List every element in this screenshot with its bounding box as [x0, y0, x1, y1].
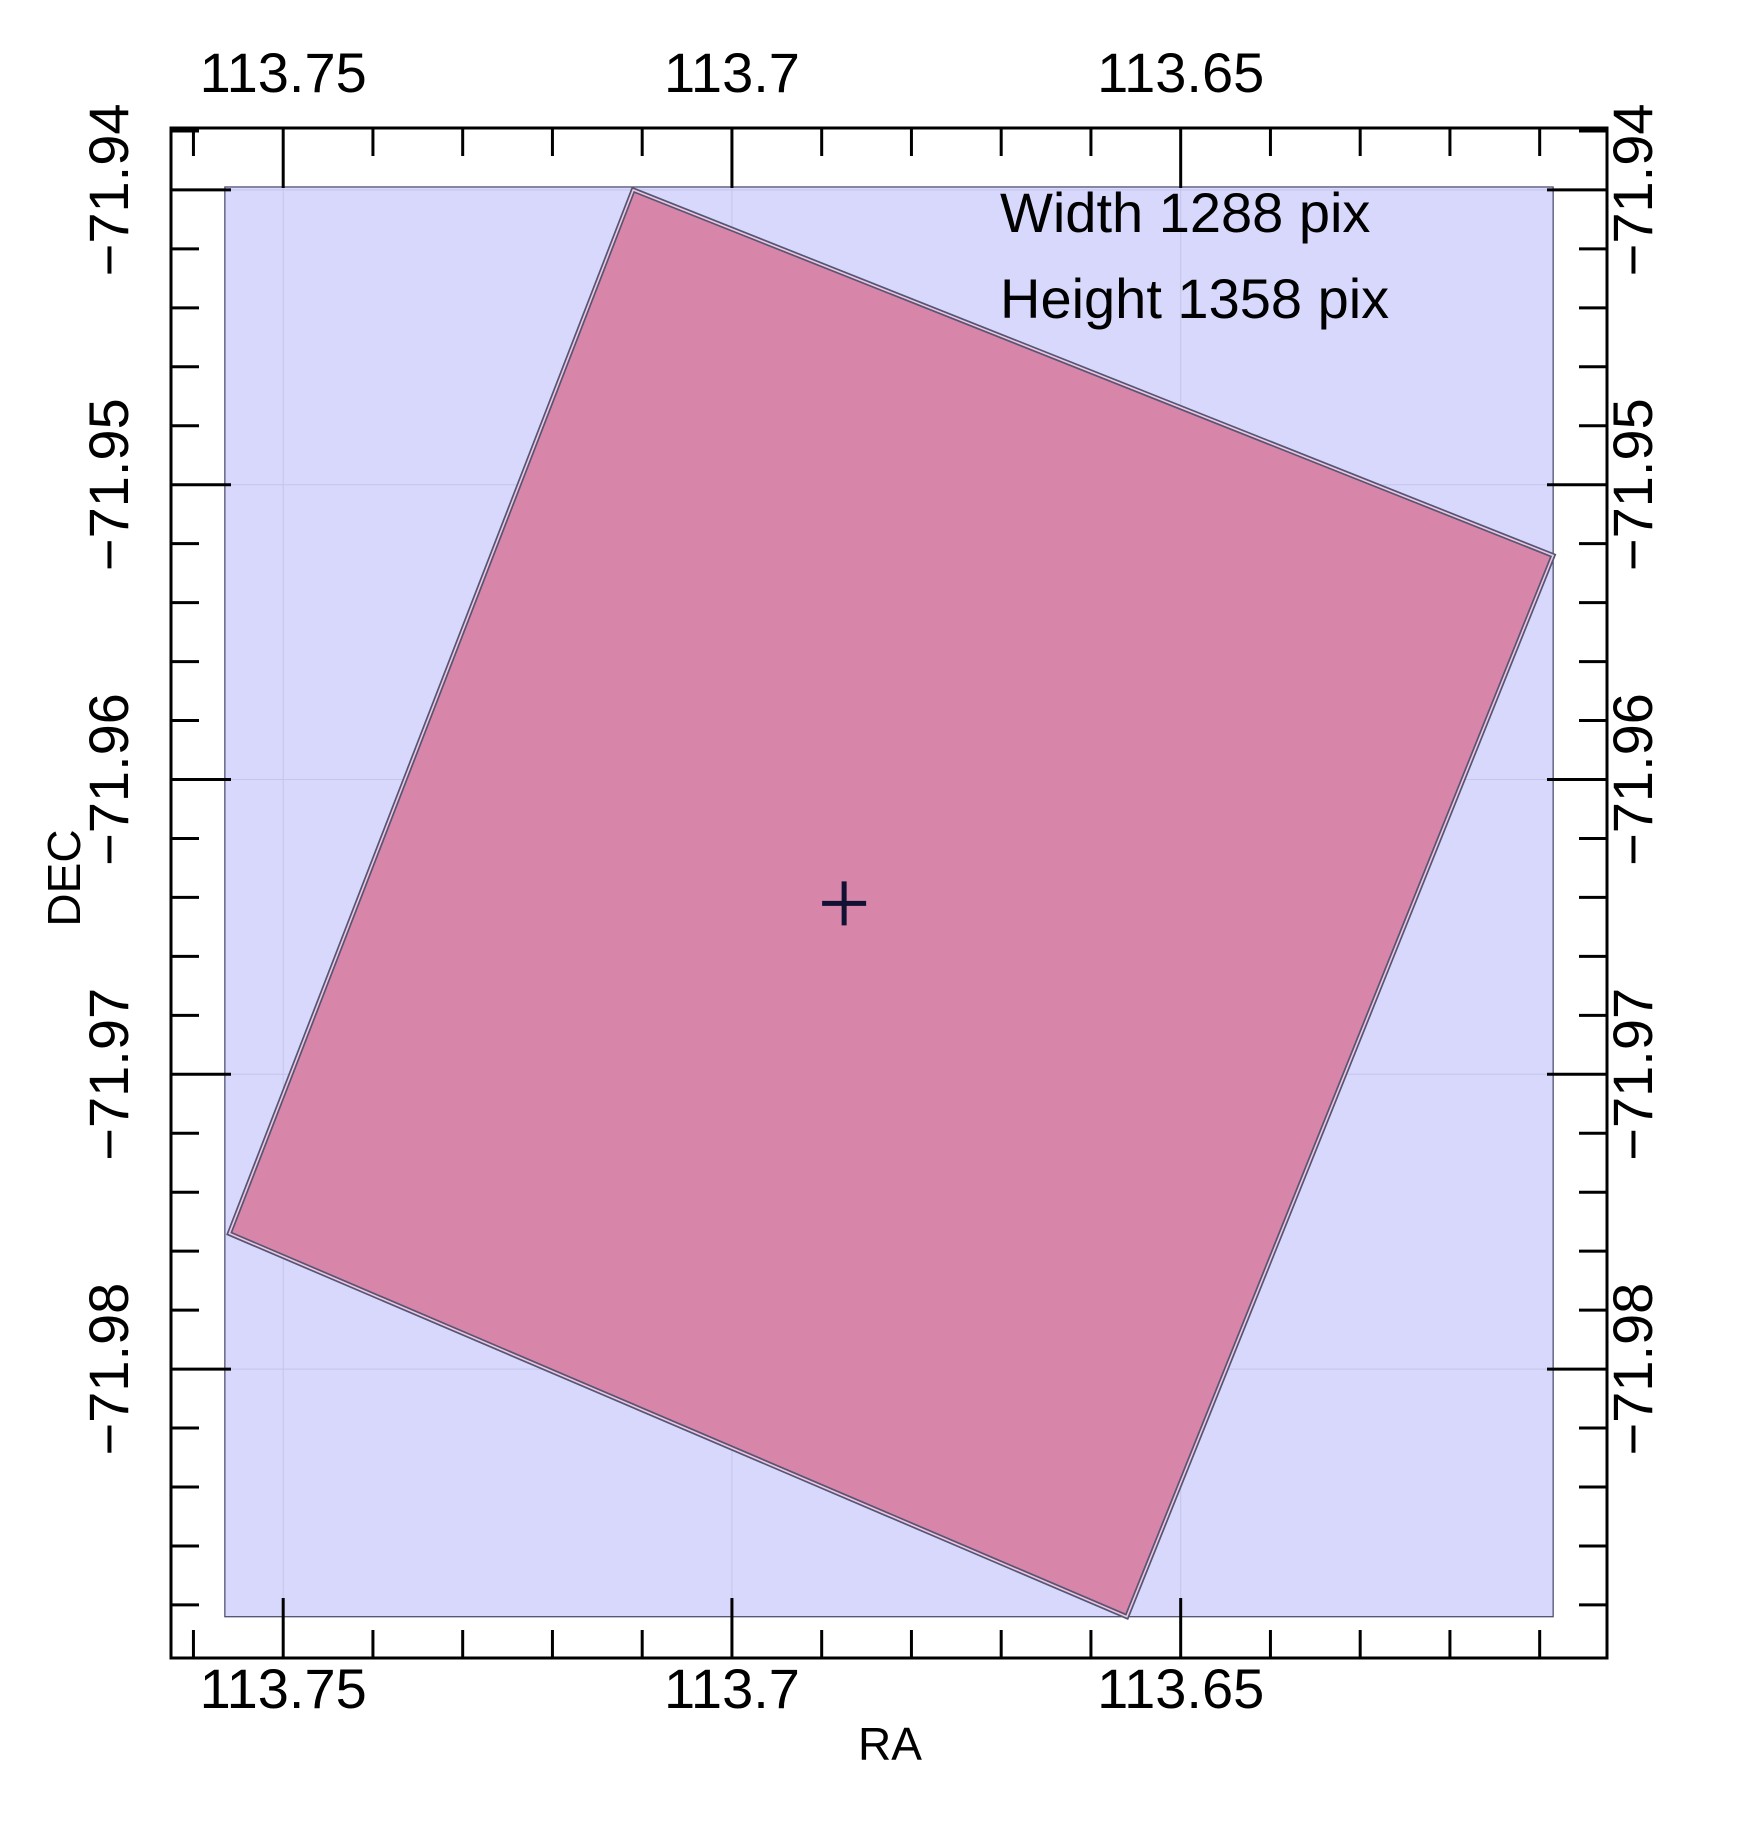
x-tick-label-top: 113.65	[1097, 41, 1264, 104]
x-axis-label: RA	[858, 1718, 922, 1770]
y-tick-label-right: −71.94	[1601, 103, 1664, 276]
x-tick-label-bottom: 113.7	[664, 1657, 800, 1720]
x-tick-label-bottom: 113.75	[200, 1657, 367, 1720]
y-axis-label: DEC	[38, 829, 90, 926]
plot-frame	[169, 126, 1609, 1660]
annotation-height: Height 1358 pix	[1000, 267, 1389, 330]
y-tick-label-right: −71.95	[1601, 398, 1664, 571]
x-tick-label-top: 113.7	[664, 41, 800, 104]
footprint-polygon-inner-edge	[228, 188, 1555, 1618]
y-tick-label-right: −71.98	[1601, 1283, 1664, 1456]
y-tick-label-left: −71.98	[77, 1283, 140, 1456]
annotation-width: Width 1288 pix	[1000, 181, 1370, 244]
y-tick-label-right: −71.96	[1601, 693, 1664, 866]
y-tick-label-right: −71.97	[1601, 988, 1664, 1161]
y-tick-label-left: −71.95	[77, 398, 140, 571]
y-tick-label-left: −71.94	[77, 103, 140, 276]
y-tick-label-left: −71.97	[77, 988, 140, 1161]
x-tick-label-top: 113.75	[200, 41, 367, 104]
y-tick-label-left: −71.96	[77, 693, 140, 866]
x-tick-label-bottom: 113.65	[1097, 1657, 1264, 1720]
